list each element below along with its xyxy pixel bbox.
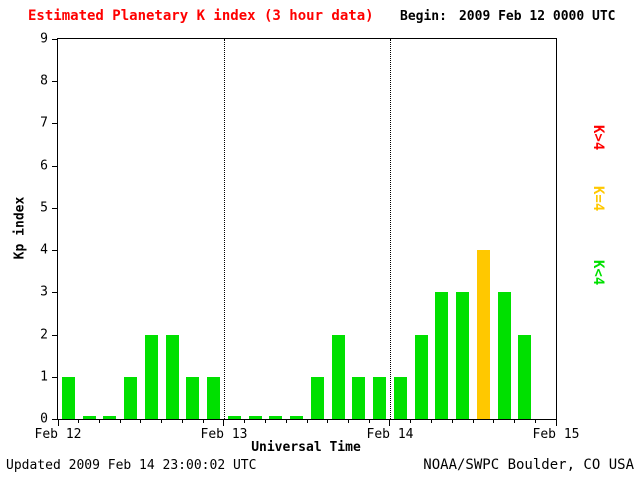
begin-label: Begin: xyxy=(400,9,447,24)
kp-bar xyxy=(103,416,117,419)
legend-item: K=4 xyxy=(590,186,606,212)
x-tick-minor xyxy=(493,419,495,423)
kp-bar xyxy=(165,334,179,419)
plot-area: 0 1 2 3 4 5 6 7 8 9 Feb 12 Feb 13 Feb 14 Feb 15 xyxy=(35,33,580,443)
kp-bar xyxy=(207,376,221,419)
y-tick xyxy=(52,376,58,378)
kp-bar xyxy=(124,376,138,419)
x-tick-minor xyxy=(161,419,163,423)
y-tick xyxy=(52,165,58,167)
x-tick-minor xyxy=(368,419,370,423)
x-tick-minor xyxy=(431,419,432,423)
kp-bar xyxy=(269,416,283,419)
kp-bar xyxy=(331,334,345,419)
x-tick-minor xyxy=(306,419,308,423)
y-tick-label: 0 xyxy=(40,411,48,427)
y-tick-label: 2 xyxy=(40,327,48,343)
y-tick xyxy=(52,123,58,125)
y-tick xyxy=(52,250,58,252)
x-tick-minor xyxy=(327,419,329,423)
y-tick-label: 3 xyxy=(40,284,48,300)
day-boundary-line xyxy=(390,39,391,419)
x-tick-minor xyxy=(348,419,349,423)
kp-bar xyxy=(310,376,324,419)
y-tick-label: 1 xyxy=(40,369,48,385)
x-tick-minor xyxy=(244,419,246,423)
x-tick-minor xyxy=(119,419,121,423)
y-tick xyxy=(52,334,58,336)
kp-bar xyxy=(414,334,428,419)
x-tick-minor xyxy=(451,419,453,423)
x-tick-minor xyxy=(513,419,515,423)
kp-bar xyxy=(82,416,96,419)
x-tick-minor xyxy=(182,419,183,423)
legend-item: K<4 xyxy=(590,260,606,286)
x-tick-label: Feb 15 xyxy=(532,427,580,442)
source-credit: NOAA/SWPC Boulder, CO USA xyxy=(423,457,634,473)
y-tick-label: 7 xyxy=(40,115,48,131)
kp-bar xyxy=(61,376,75,419)
day-boundary-line xyxy=(224,39,225,419)
legend-item: K>4 xyxy=(590,125,606,151)
y-tick xyxy=(52,419,58,420)
x-tick-label: Feb 12 xyxy=(34,427,82,442)
kp-bar xyxy=(518,334,532,419)
x-tick-label: Feb 14 xyxy=(366,427,414,442)
y-tick-label: 5 xyxy=(40,200,48,216)
kp-bar xyxy=(186,376,200,419)
x-tick-major xyxy=(555,419,557,426)
x-tick-minor xyxy=(410,419,412,423)
legend: K>4 K=4 K<4 xyxy=(590,0,614,480)
x-tick-minor xyxy=(202,419,204,423)
y-tick-label: 9 xyxy=(40,31,48,47)
kp-bar xyxy=(144,334,158,419)
x-tick-major xyxy=(389,419,391,426)
x-tick-minor xyxy=(78,419,80,423)
x-tick-minor xyxy=(534,419,536,423)
y-tick-label: 8 xyxy=(40,73,48,89)
x-tick-minor xyxy=(472,419,474,423)
kp-bar xyxy=(497,292,511,419)
x-tick-major xyxy=(57,419,59,426)
kp-bar xyxy=(290,416,304,419)
kp-bar xyxy=(435,292,449,419)
x-tick-minor xyxy=(140,419,142,423)
x-axis-title: Universal Time xyxy=(251,440,361,455)
kp-bar xyxy=(476,250,490,419)
kp-bar xyxy=(352,376,366,419)
kp-bar xyxy=(373,376,387,419)
x-tick-minor xyxy=(98,419,100,423)
kp-bar xyxy=(227,416,241,419)
y-tick xyxy=(52,39,58,40)
updated-timestamp: Updated 2009 Feb 14 23:00:02 UTC xyxy=(6,458,257,473)
chart-title: Estimated Planetary K index (3 hour data… xyxy=(28,8,374,24)
y-tick-label: 6 xyxy=(40,158,48,174)
begin-value: 2009 Feb 12 0000 UTC xyxy=(458,9,616,24)
begin-timestamp: Begin: 2009 Feb 12 0000 UTC xyxy=(400,9,616,24)
y-tick xyxy=(52,207,58,209)
y-tick-label: 4 xyxy=(40,242,48,258)
kp-bar xyxy=(248,416,262,419)
kp-bar xyxy=(393,376,407,419)
kp-bar xyxy=(456,292,470,419)
y-tick xyxy=(52,81,58,83)
x-tick-major xyxy=(223,419,225,426)
x-tick-minor xyxy=(285,419,287,423)
x-tick-minor xyxy=(265,419,266,423)
x-tick-label: Feb 13 xyxy=(200,427,248,442)
y-tick xyxy=(52,292,58,294)
